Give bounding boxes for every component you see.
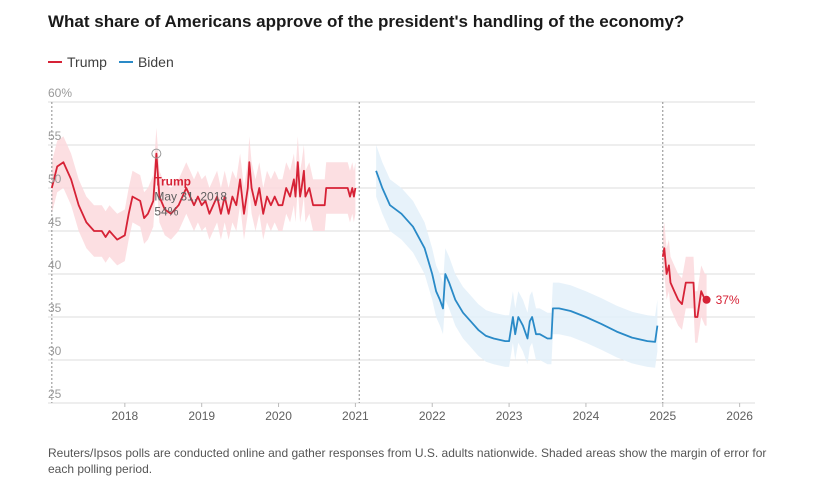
footnote: Reuters/Ipsos polls are conducted online… (48, 446, 767, 476)
y-tick-label: 60% (48, 86, 72, 100)
legend-item-trump: Trump (48, 54, 107, 70)
annotation-series-label: Trump (154, 175, 191, 189)
term-dividers (51, 102, 664, 403)
legend-item-biden: Biden (118, 54, 174, 70)
y-tick-label: 55 (48, 129, 62, 143)
x-tick-label: 2021 (342, 409, 369, 423)
x-tick-label: 2024 (573, 409, 600, 423)
chart-title: What share of Americans approve of the p… (48, 12, 685, 31)
x-tick-label: 2020 (265, 409, 292, 423)
y-tick-label: 50 (48, 172, 62, 186)
end-point-trump (702, 295, 711, 304)
legend: Trump Biden (48, 54, 174, 70)
x-tick-label: 2023 (496, 409, 523, 423)
x-tick-label: 2025 (649, 409, 676, 423)
legend-label-trump: Trump (67, 54, 107, 70)
x-tick-label: 2022 (419, 409, 446, 423)
y-tick-labels: 25 30 35 40 45 50 55 60% (48, 86, 72, 401)
annotation-date-label: May 31, 2018 (154, 190, 227, 204)
x-tick-label: 2026 (726, 409, 753, 423)
series-lines: 37% (50, 152, 740, 343)
series-line-biden (375, 170, 659, 343)
y-tick-label: 25 (48, 387, 62, 401)
x-tick-labels: 2018 2019 2020 2021 2022 2023 2024 2025 2026 (111, 403, 753, 423)
legend-swatch-biden (118, 61, 133, 63)
annotation-marker (151, 148, 162, 159)
y-tick-label: 45 (48, 215, 62, 229)
y-tick-label: 30 (48, 344, 62, 358)
x-tick-label: 2018 (111, 409, 138, 423)
y-tick-label: 40 (48, 258, 62, 272)
confidence-band-trump (662, 222, 707, 343)
y-tick-label: 35 (48, 301, 62, 315)
confidence-band-biden (376, 145, 658, 368)
legend-label-biden: Biden (137, 54, 174, 70)
series-line-trump (50, 152, 357, 241)
legend-swatch-trump (48, 61, 62, 63)
end-value-label: 37% (716, 293, 740, 307)
confidence-bands (51, 127, 707, 368)
confidence-band-trump (51, 127, 356, 266)
series-line-trump (661, 247, 707, 318)
x-tick-label: 2019 (188, 409, 215, 423)
annotation-value-label: 54% (154, 205, 178, 219)
